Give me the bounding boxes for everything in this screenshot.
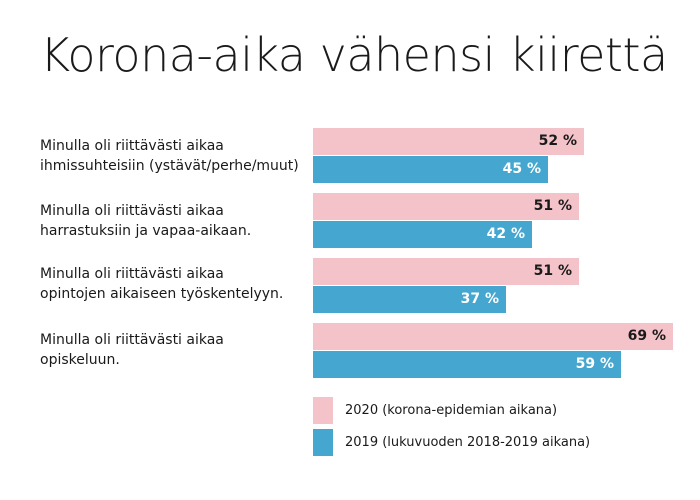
data-label: 42 %	[486, 226, 525, 242]
data-label: 69 %	[627, 328, 666, 344]
category-label: Minulla oli riittävästi aikaa opintojen a…	[40, 264, 310, 304]
chart-title: Korona-aika vähensi kiirettä	[40, 28, 668, 82]
legend-swatch	[313, 429, 333, 456]
data-label: 59 %	[575, 356, 614, 372]
data-label: 51 %	[533, 198, 572, 214]
category-label: Minulla oli riittävästi aikaa ihmissuhtei…	[40, 136, 310, 176]
data-label: 37 %	[460, 291, 499, 307]
category-label-line: ihmissuhteisiin (ystävät/perhe/muut)	[40, 158, 299, 174]
bar-2020: 51 %	[313, 193, 579, 220]
legend-label: 2020 (korona-epidemian aikana)	[345, 403, 558, 418]
category-label-line: harrastuksiin ja vapaa-aikaan.	[40, 223, 252, 239]
data-label: 45 %	[502, 161, 541, 177]
data-label: 51 %	[533, 263, 572, 279]
bar-2019: 37 %	[313, 286, 506, 313]
legend-label: 2019 (lukuvuoden 2018-2019 aikana)	[345, 435, 591, 450]
category-label: Minulla oli riittävästi aikaa harrastuksi…	[40, 201, 310, 241]
category-label-line: Minulla oli riittävästi aikaa	[40, 266, 224, 282]
bar-2019: 42 %	[313, 221, 532, 248]
bar-2020: 52 %	[313, 128, 584, 155]
category-label-line: opiskeluun.	[40, 352, 120, 368]
bar-2019: 45 %	[313, 156, 548, 183]
bar-2020: 69 %	[313, 323, 673, 350]
category-label: Minulla oli riittävästi aikaa opiskeluun.	[40, 330, 310, 370]
category-label-line: Minulla oli riittävästi aikaa	[40, 332, 224, 348]
legend-swatch	[313, 397, 333, 424]
category-label-line: Minulla oli riittävästi aikaa	[40, 138, 224, 154]
category-label-line: Minulla oli riittävästi aikaa	[40, 203, 224, 219]
bar-2019: 59 %	[313, 351, 621, 378]
bar-2020: 51 %	[313, 258, 579, 285]
category-label-line: opintojen aikaiseen työskentelyyn.	[40, 286, 284, 302]
data-label: 52 %	[538, 133, 577, 149]
